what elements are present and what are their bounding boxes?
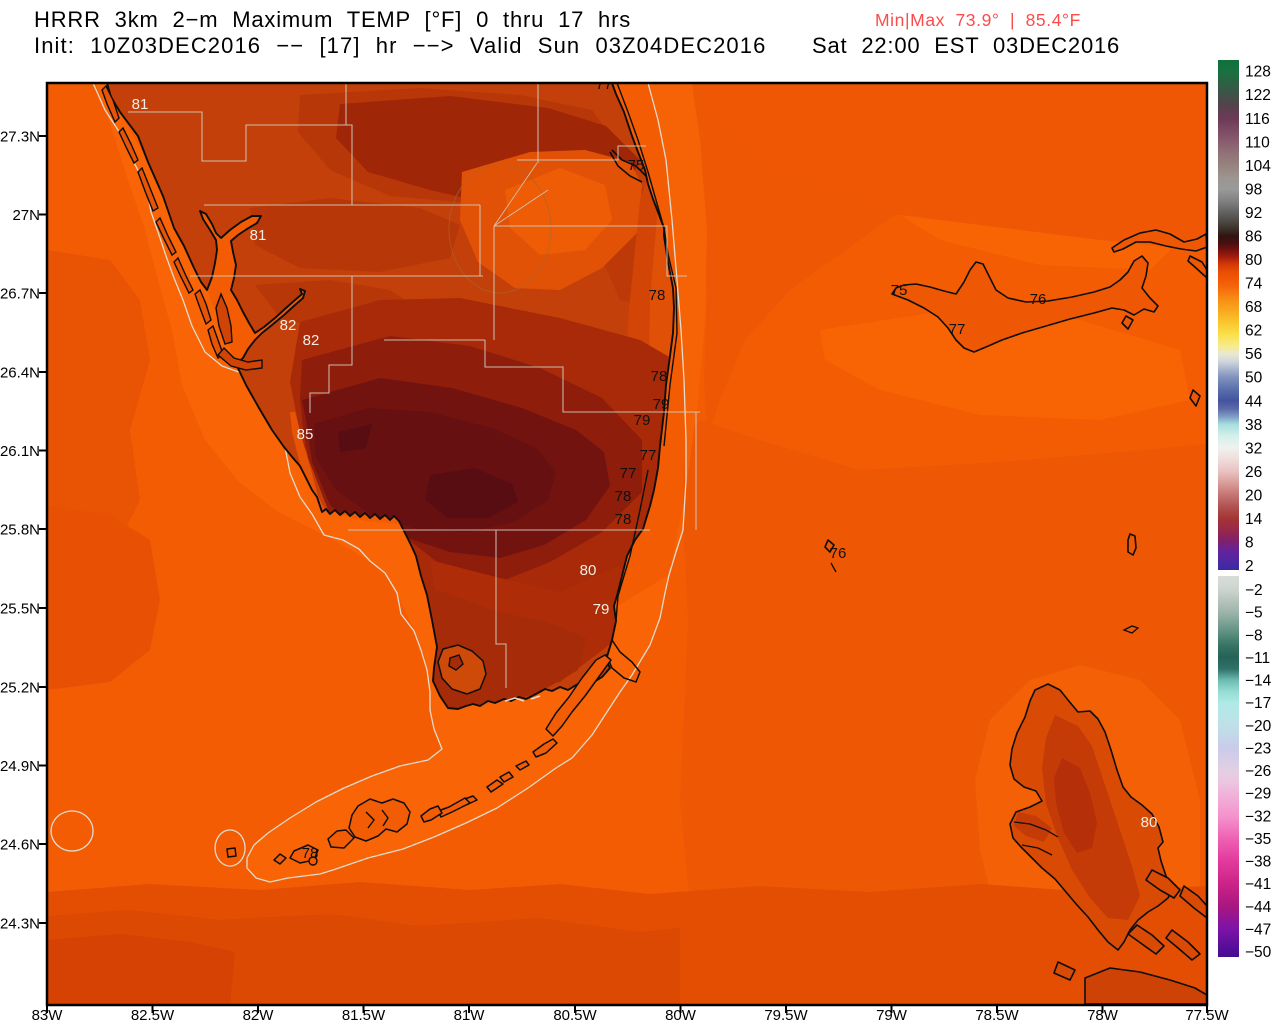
svg-text:80: 80 [1245,252,1263,269]
svg-text:78: 78 [615,511,632,528]
svg-text:83W: 83W [32,1007,64,1024]
svg-text:81: 81 [250,227,267,244]
svg-text:25.2N: 25.2N [0,680,40,697]
svg-text:−44: −44 [1245,899,1272,916]
svg-text:81.5W: 81.5W [342,1007,386,1024]
svg-text:77.5W: 77.5W [1185,1007,1229,1024]
svg-text:128: 128 [1245,64,1271,81]
svg-text:38: 38 [1245,417,1262,434]
svg-text:−20: −20 [1245,718,1272,735]
svg-text:81: 81 [132,96,149,113]
svg-text:−38: −38 [1245,854,1271,871]
svg-text:2: 2 [1245,558,1254,575]
svg-text:74: 74 [1245,276,1263,293]
svg-text:26.1N: 26.1N [0,443,40,460]
svg-text:−11: −11 [1245,650,1270,667]
svg-text:56: 56 [1245,346,1262,363]
svg-text:104: 104 [1245,158,1271,175]
svg-text:76: 76 [1030,291,1047,308]
svg-text:86: 86 [1245,229,1262,246]
svg-text:−50: −50 [1245,944,1272,961]
svg-text:24.9N: 24.9N [0,758,40,775]
svg-text:8: 8 [1245,535,1254,552]
svg-text:78W: 78W [1087,1007,1119,1024]
svg-text:82: 82 [303,332,320,349]
svg-text:81W: 81W [454,1007,486,1024]
svg-text:122: 122 [1245,87,1271,104]
svg-text:79: 79 [593,601,610,618]
svg-text:79: 79 [653,396,670,413]
svg-text:78.5W: 78.5W [975,1007,1019,1024]
svg-text:77: 77 [596,76,613,93]
svg-text:78: 78 [615,488,632,505]
svg-text:76: 76 [830,545,847,562]
svg-text:78: 78 [302,845,319,862]
svg-text:77: 77 [620,465,637,482]
svg-text:25.5N: 25.5N [0,601,40,618]
svg-text:−23: −23 [1245,740,1271,757]
svg-text:80: 80 [580,562,597,579]
svg-text:79.5W: 79.5W [764,1007,808,1024]
svg-text:−35: −35 [1245,831,1271,848]
svg-text:77: 77 [949,321,966,338]
svg-text:−8: −8 [1245,627,1263,644]
svg-text:80.5W: 80.5W [553,1007,597,1024]
svg-text:−14: −14 [1245,673,1272,690]
svg-text:82: 82 [280,317,297,334]
svg-text:32: 32 [1245,440,1262,457]
svg-text:14: 14 [1245,511,1263,528]
svg-text:77: 77 [640,447,657,464]
svg-text:75: 75 [628,157,645,174]
svg-text:27.3N: 27.3N [0,129,40,146]
svg-text:116: 116 [1245,111,1270,128]
svg-text:26.7N: 26.7N [0,286,40,303]
svg-text:−26: −26 [1245,763,1271,780]
svg-text:85: 85 [297,426,314,443]
svg-text:82.5W: 82.5W [131,1007,175,1024]
svg-text:26.4N: 26.4N [0,365,40,382]
svg-text:−2: −2 [1245,582,1263,599]
svg-text:26: 26 [1245,464,1262,481]
svg-text:50: 50 [1245,370,1263,387]
svg-text:110: 110 [1245,134,1270,151]
svg-text:92: 92 [1245,205,1262,222]
svg-text:44: 44 [1245,393,1263,410]
svg-text:24.6N: 24.6N [0,837,40,854]
svg-text:75: 75 [891,282,908,299]
svg-text:79: 79 [634,412,651,429]
svg-text:−47: −47 [1245,921,1271,938]
svg-text:78: 78 [649,287,666,304]
svg-text:80W: 80W [665,1007,697,1024]
svg-text:98: 98 [1245,181,1262,198]
svg-text:Min|Max 73.9° | 85.4°F: Min|Max 73.9° | 85.4°F [875,10,1081,30]
svg-text:−41: −41 [1245,876,1271,893]
svg-text:78: 78 [651,368,668,385]
svg-text:79W: 79W [876,1007,908,1024]
svg-text:Init: 10Z03DEC2016 −− [17] hr: Init: 10Z03DEC2016 −− [17] hr −−> Valid … [34,33,766,58]
svg-text:62: 62 [1245,323,1262,340]
svg-text:20: 20 [1245,487,1263,504]
svg-text:24.3N: 24.3N [0,916,40,933]
svg-text:80: 80 [1141,814,1158,831]
svg-text:−5: −5 [1245,605,1263,622]
svg-text:27N: 27N [12,207,40,224]
svg-text:Sat 22:00 EST 03DEC2016: Sat 22:00 EST 03DEC2016 [812,33,1120,58]
svg-text:−17: −17 [1245,695,1271,712]
svg-text:25.8N: 25.8N [0,522,40,539]
svg-text:68: 68 [1245,299,1262,316]
svg-text:−32: −32 [1245,808,1271,825]
svg-text:−29: −29 [1245,786,1271,803]
svg-text:HRRR 3km 2−m Maximum TEMP [°F]: HRRR 3km 2−m Maximum TEMP [°F] 0 thru 17… [34,7,631,32]
svg-text:82W: 82W [243,1007,275,1024]
